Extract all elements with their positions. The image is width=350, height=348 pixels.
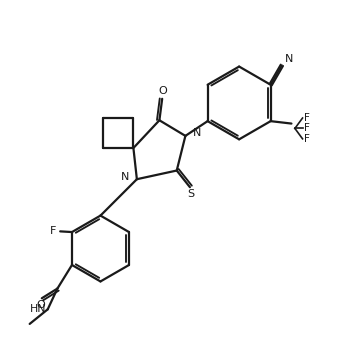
Text: O: O — [36, 300, 45, 310]
Text: F: F — [304, 113, 310, 123]
Text: HN: HN — [30, 304, 46, 314]
Text: F: F — [50, 226, 56, 236]
Text: N: N — [121, 173, 129, 182]
Text: S: S — [187, 189, 195, 199]
Text: F: F — [304, 134, 310, 144]
Text: N: N — [193, 128, 201, 138]
Text: N: N — [285, 54, 294, 64]
Text: F: F — [304, 124, 310, 133]
Text: O: O — [159, 86, 168, 96]
